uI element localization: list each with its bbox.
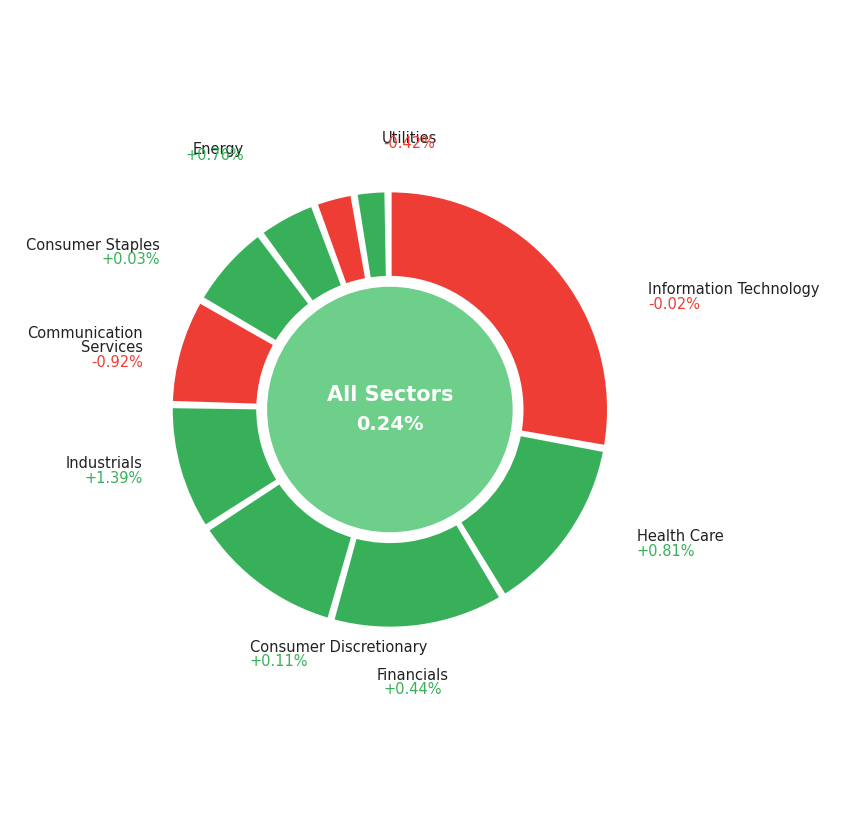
Text: All Sectors: All Sectors — [326, 386, 453, 405]
Text: +0.44%: +0.44% — [383, 682, 442, 697]
Wedge shape — [390, 191, 609, 446]
Wedge shape — [171, 301, 275, 405]
Wedge shape — [332, 523, 502, 628]
Text: +0.11%: +0.11% — [250, 654, 308, 669]
Text: Health Care: Health Care — [637, 529, 723, 545]
Text: Services: Services — [81, 340, 143, 355]
Text: Communication: Communication — [27, 326, 143, 341]
Text: Consumer Staples: Consumer Staples — [26, 238, 160, 252]
Text: +1.39%: +1.39% — [85, 471, 143, 486]
Wedge shape — [261, 205, 343, 303]
Text: Utilities: Utilities — [382, 130, 437, 146]
Text: Information Technology: Information Technology — [648, 283, 819, 297]
Wedge shape — [171, 406, 279, 527]
Text: Energy: Energy — [193, 142, 244, 156]
Wedge shape — [459, 434, 605, 596]
Wedge shape — [355, 191, 388, 279]
Wedge shape — [315, 194, 367, 285]
Text: Financials: Financials — [377, 667, 448, 683]
Text: +0.76%: +0.76% — [185, 147, 244, 163]
Circle shape — [268, 287, 512, 532]
Text: -0.02%: -0.02% — [648, 297, 700, 312]
Text: 0.24%: 0.24% — [356, 415, 423, 434]
Wedge shape — [201, 235, 310, 342]
Wedge shape — [207, 482, 353, 620]
Text: Industrials: Industrials — [66, 456, 143, 472]
Text: +0.81%: +0.81% — [637, 544, 695, 559]
Text: +0.03%: +0.03% — [101, 252, 160, 267]
Text: -0.42%: -0.42% — [383, 136, 435, 152]
Text: Consumer Discretionary: Consumer Discretionary — [250, 640, 427, 654]
Text: -0.92%: -0.92% — [91, 355, 143, 370]
